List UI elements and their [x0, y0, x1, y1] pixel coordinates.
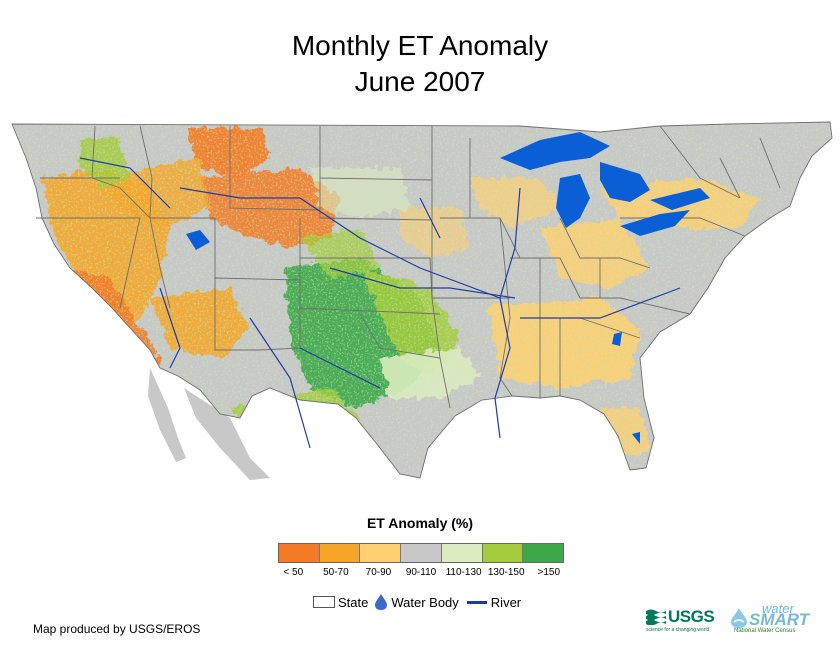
watersmart-water-text: water	[762, 601, 794, 616]
legend-title: ET Anomaly (%)	[366, 515, 474, 531]
state-boundaries	[11, 121, 833, 479]
legend-swatches	[278, 543, 564, 563]
water-bodies	[186, 132, 710, 444]
river-key-label: River	[490, 594, 522, 610]
usgs-logo-icon	[646, 609, 666, 625]
watersmart-drop-icon	[731, 608, 747, 628]
legend-labels: < 50 50-70 70-90 90-110 110-130 130-150 …	[272, 567, 570, 578]
legend-swatch-50-70	[319, 544, 361, 562]
legend-label: 90-110	[405, 567, 437, 578]
legend-label: 70-90	[365, 567, 392, 578]
watersmart-smart-text: SMART	[749, 610, 810, 629]
legend-swatch-gt150	[523, 544, 564, 562]
river-key-swatch	[466, 600, 487, 604]
legend-label: >150	[537, 567, 561, 578]
legend-swatch-70-90	[360, 544, 402, 562]
legend-swatch-110-130	[441, 544, 483, 562]
map-subtitle: June 2007	[354, 66, 486, 97]
water-drop-icon	[375, 594, 388, 610]
map-title: Monthly ET Anomaly	[291, 30, 549, 61]
legend-swatch-lt50	[279, 544, 320, 562]
state-key-swatch	[313, 596, 335, 608]
legend-label: 130-150	[487, 567, 525, 578]
watersmart-tagline: National Water Census	[734, 628, 796, 634]
anomaly-raster	[12, 122, 832, 478]
et-anomaly-map	[11, 121, 833, 480]
map-key: State Water Body River	[313, 593, 521, 611]
agency-logos: USGS science for a changing world water …	[646, 601, 816, 638]
usgs-logo-text: USGS	[668, 607, 715, 626]
legend-label: 110-130	[445, 567, 482, 578]
legend-swatch-90-110	[401, 544, 442, 562]
usgs-tagline: science for a changing world	[646, 627, 710, 633]
state-key-label: State	[338, 594, 369, 610]
legend-swatch-130-150	[482, 544, 524, 562]
rivers	[79, 157, 681, 449]
water-key-label: Water Body	[391, 594, 459, 610]
legend-label: < 50	[283, 567, 304, 578]
map-credit: Map produced by USGS/EROS	[33, 622, 201, 636]
legend-label: 50-70	[323, 567, 349, 578]
